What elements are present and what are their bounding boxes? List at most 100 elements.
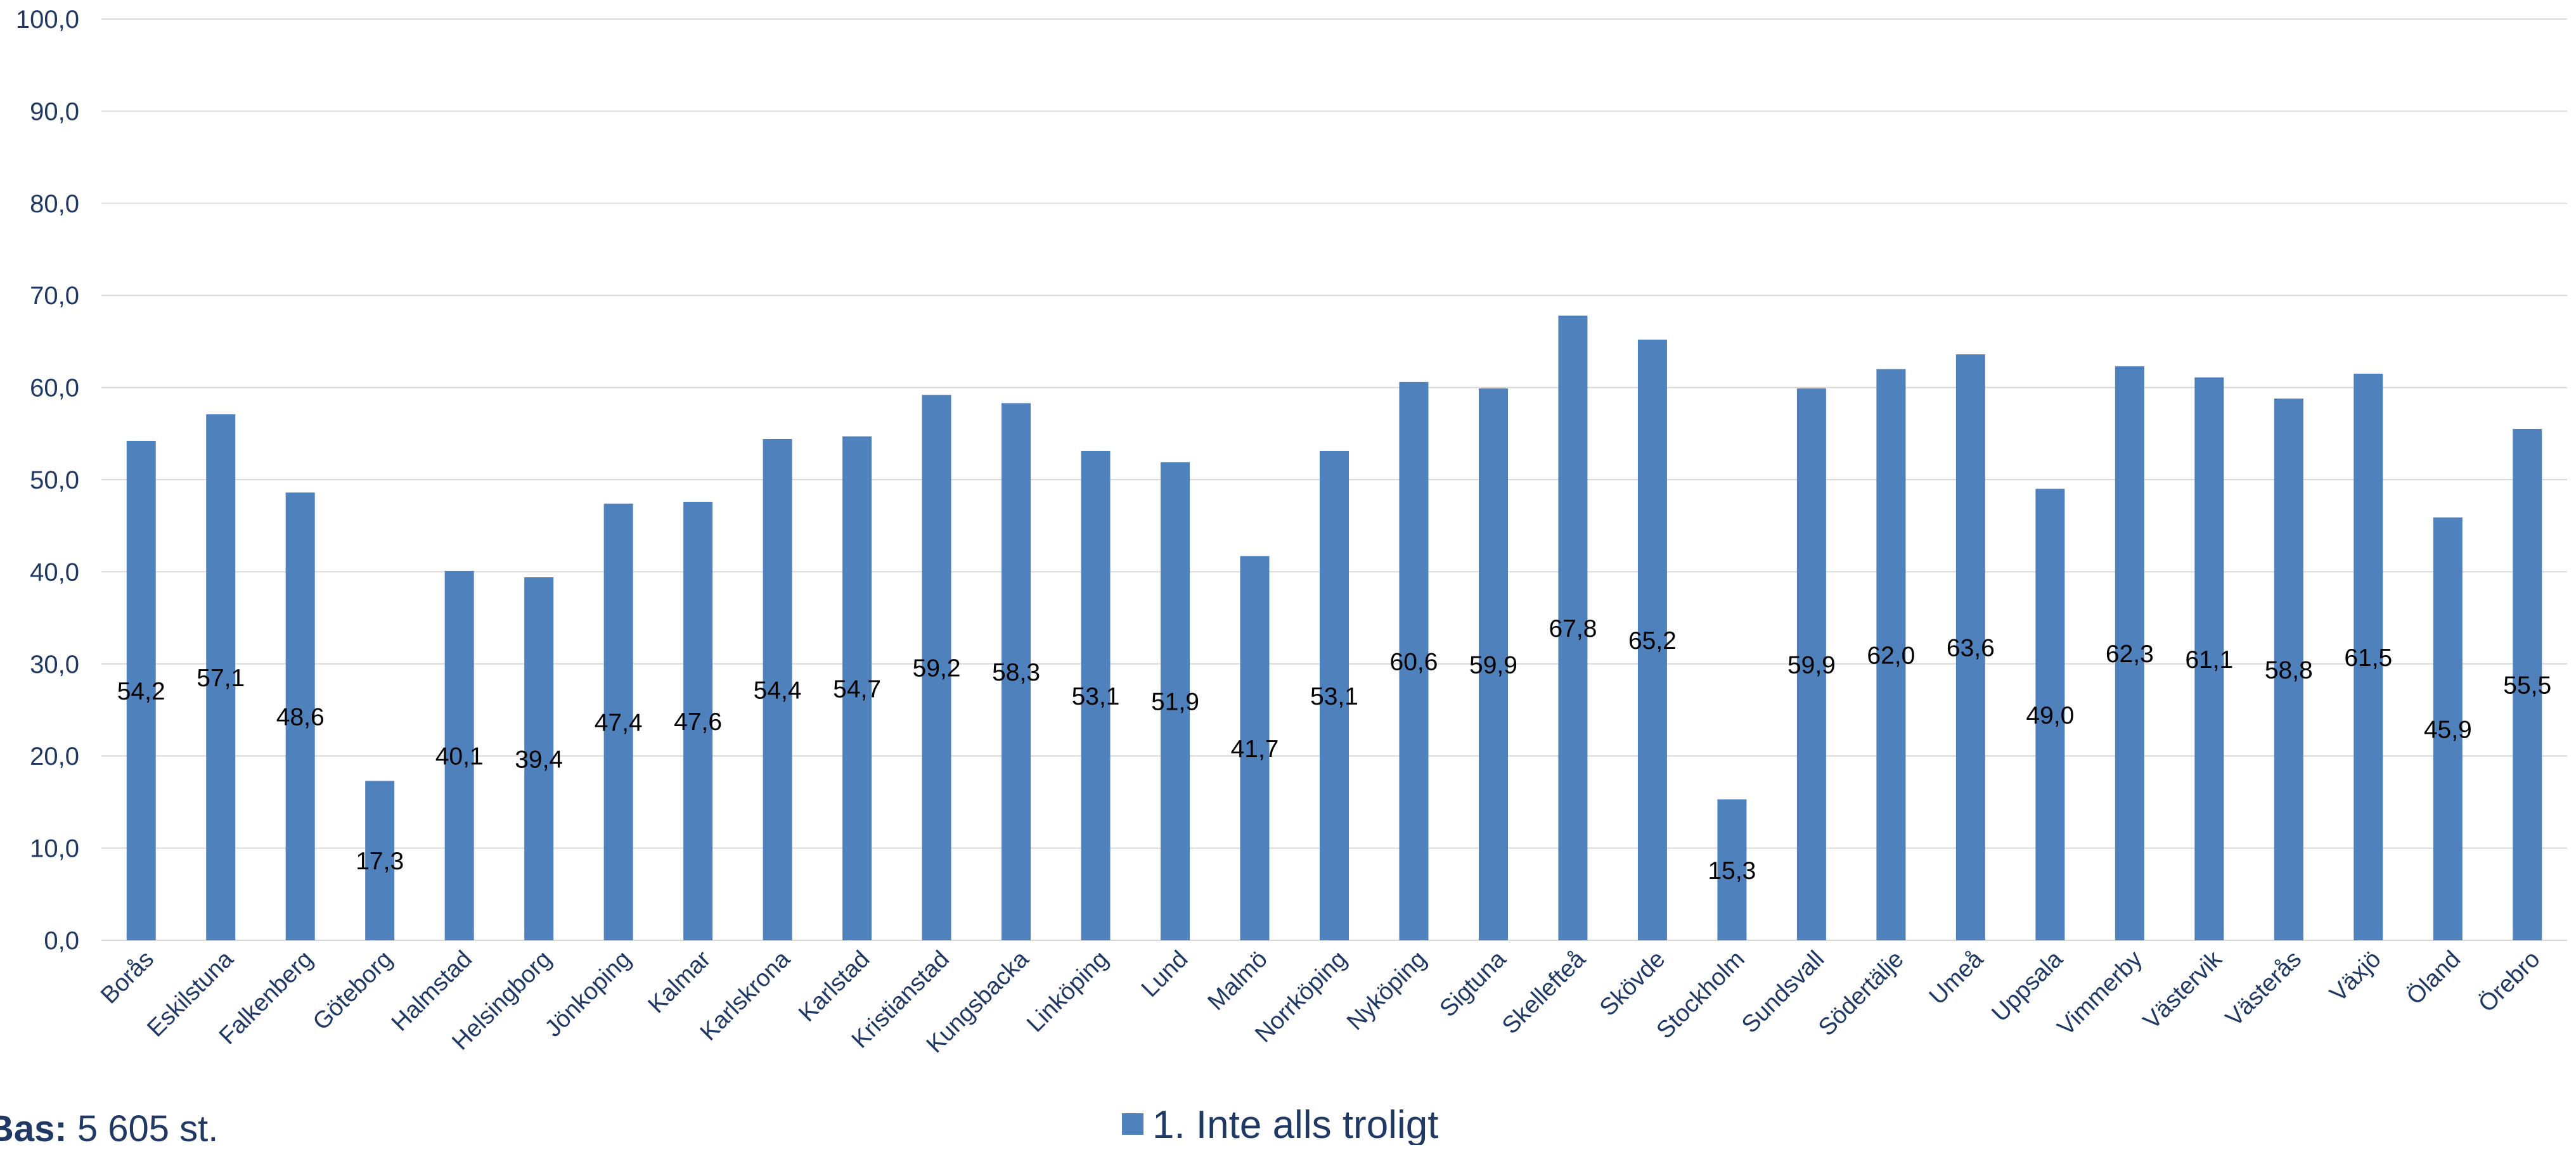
bar	[1161, 462, 1190, 940]
data-label: 49,0	[2026, 702, 2074, 729]
bar	[2035, 489, 2065, 940]
x-tick-label: Sigtuna	[1434, 945, 1511, 1022]
bar	[1320, 450, 1349, 940]
data-label: 61,5	[2344, 644, 2392, 672]
bar	[842, 436, 872, 940]
bar	[1558, 316, 1588, 940]
bars	[126, 316, 2542, 940]
bar	[2513, 429, 2542, 940]
x-tick-label: Stockholm	[1652, 946, 1750, 1044]
x-axis-ticks: BoråsEskilstunaFalkenbergGöteborgHalmsta…	[96, 945, 2545, 1058]
bar	[285, 492, 315, 940]
x-tick-label: Västerås	[2220, 946, 2307, 1032]
bar	[2433, 517, 2463, 940]
y-tick-label: 60,0	[30, 374, 79, 402]
data-label: 15,3	[1708, 857, 1756, 885]
bar	[1240, 556, 1270, 940]
data-label: 54,2	[117, 678, 165, 705]
data-label: 59,2	[913, 655, 961, 682]
bar	[1876, 369, 1906, 940]
x-tick-label: Uppsala	[1987, 945, 2068, 1027]
x-tick-label: Umeå	[1924, 945, 1989, 1010]
data-label: 59,9	[1469, 652, 1517, 679]
bar	[2115, 366, 2144, 940]
x-tick-label: Borås	[96, 946, 159, 1009]
legend-swatch	[1122, 1113, 1143, 1135]
x-tick-label: Lund	[1137, 946, 1193, 1002]
bar	[1081, 450, 1111, 940]
x-tick-label: Karlstad	[794, 946, 875, 1027]
data-label: 61,1	[2185, 646, 2233, 674]
y-axis-ticks: 0,0 10,0 20,0 30,0 40,0 50,0 60,0 70,0 80,0 90,0 1…	[16, 6, 79, 955]
data-label: 54,7	[833, 675, 881, 703]
x-tick-label: Öland	[2402, 946, 2466, 1010]
bar	[1796, 388, 1826, 940]
y-tick-label: 40,0	[30, 558, 79, 586]
data-label: 59,9	[1787, 652, 1836, 679]
data-label: 62,3	[2106, 641, 2154, 668]
data-label: 17,3	[356, 848, 404, 875]
x-tick-label: Växjö	[2325, 946, 2386, 1007]
base-label: Bas:	[0, 1108, 67, 1149]
data-label: 60,6	[1390, 648, 1438, 675]
data-label: 67,8	[1549, 615, 1597, 642]
data-label: 39,4	[515, 746, 563, 774]
y-tick-label: 90,0	[30, 98, 79, 125]
y-tick-label: 70,0	[30, 282, 79, 310]
data-label: 41,7	[1231, 736, 1279, 763]
data-label: 54,4	[754, 677, 802, 705]
y-tick-label: 80,0	[30, 190, 79, 218]
data-label: 53,1	[1072, 683, 1120, 710]
y-tick-label: 50,0	[30, 466, 79, 494]
bar	[1399, 381, 1429, 940]
data-label: 45,9	[2424, 716, 2472, 743]
bar	[922, 395, 951, 940]
x-tick-label: Örebro	[2473, 946, 2545, 1018]
bar	[524, 577, 554, 940]
data-label: 40,1	[435, 743, 484, 770]
legend: 1. Inte alls troligt	[1122, 1103, 1438, 1145]
x-tick-label: Kalmar	[643, 945, 716, 1018]
data-label: 55,5	[2503, 672, 2551, 700]
bar	[2194, 377, 2224, 940]
legend-label: 1. Inte alls troligt	[1152, 1103, 1438, 1145]
data-label: 47,6	[674, 708, 722, 736]
x-tick-label: Södertälje	[1813, 946, 1909, 1042]
data-labels: 54,2 57,1 48,6 17,3 40,1 39,4 47,4 47,6 54,4 54,7…	[117, 615, 2551, 885]
bar	[763, 439, 792, 940]
data-label: 58,8	[2265, 657, 2313, 684]
data-label: 57,1	[196, 665, 245, 692]
bar	[365, 781, 395, 940]
x-tick-label: Nyköping	[1342, 946, 1432, 1036]
x-tick-label: Göteborg	[308, 946, 398, 1036]
data-label: 58,3	[992, 659, 1040, 686]
y-tick-label: 100,0	[16, 6, 79, 34]
y-tick-label: 0,0	[44, 927, 79, 955]
bar	[683, 501, 713, 940]
data-label: 65,2	[1628, 627, 1677, 655]
data-label: 51,9	[1151, 689, 1199, 716]
x-tick-label: Linköping	[1022, 946, 1114, 1038]
base-value: 5 605 st.	[67, 1108, 219, 1149]
x-tick-label: Malmö	[1203, 946, 1273, 1016]
base-count-note: Bas: 5 605 st.	[0, 1108, 218, 1150]
y-tick-label: 10,0	[30, 835, 79, 863]
data-label: 63,6	[1947, 635, 1995, 662]
bar	[1955, 354, 1985, 940]
bar	[444, 570, 474, 940]
x-tick-label: Skövde	[1595, 946, 1670, 1021]
bar	[2274, 399, 2303, 940]
bar	[206, 414, 236, 940]
bar	[126, 440, 156, 940]
x-tick-label: Jönkoping	[540, 946, 636, 1042]
x-tick-label: Västervik	[2138, 945, 2227, 1035]
y-tick-label: 30,0	[30, 651, 79, 679]
bar	[1478, 388, 1508, 940]
bar	[1001, 403, 1031, 940]
data-label: 53,1	[1310, 683, 1358, 710]
x-tick-label: Skellefteå	[1497, 945, 1591, 1039]
bar	[1637, 339, 1667, 940]
y-tick-label: 20,0	[30, 743, 79, 770]
bar	[1717, 799, 1747, 940]
